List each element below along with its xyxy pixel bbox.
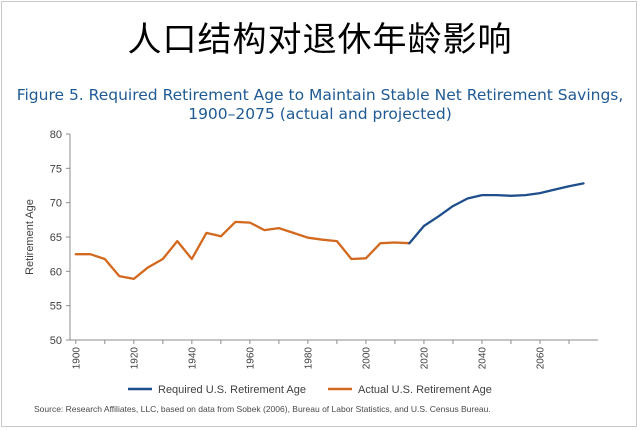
y-axis-label: Retirement Age	[24, 199, 36, 275]
x-tick-label: 1980	[303, 347, 314, 370]
figure-title-line-2: 1900–2075 (actual and projected)	[188, 105, 452, 123]
x-tick-label: 1900	[71, 347, 82, 370]
y-tick-label: 80	[50, 129, 62, 141]
y-tick-label: 50	[50, 335, 62, 347]
y-tick-label: 65	[50, 232, 62, 244]
x-tick-label: 1920	[129, 347, 140, 370]
legend: Required U.S. Retirement Age Actual U.S. …	[128, 384, 492, 396]
y-tick-label: 75	[50, 163, 62, 175]
source-note: Source: Research Affiliates, LLC, based …	[34, 404, 491, 414]
x-tick-label: 1960	[245, 347, 256, 370]
series-line-actual	[74, 220, 411, 281]
x-tick-label: 2020	[419, 347, 430, 370]
x-axis: 1900 1920 1940 1960 1980 2000 2020 2040 2060	[70, 339, 598, 370]
slide-title: 人口结构对退休年龄影响	[127, 20, 513, 60]
series-line-required	[408, 182, 585, 245]
y-tick-label: 55	[50, 301, 62, 313]
x-tick-label: 2060	[535, 347, 546, 370]
y-tick-label: 70	[50, 198, 62, 210]
x-tick-label: 2040	[477, 347, 488, 370]
legend-label-actual: Actual U.S. Retirement Age	[358, 384, 492, 396]
y-tick-label: 60	[50, 266, 62, 278]
series-layer	[74, 182, 585, 281]
y-axis: 50 55 60 65 70 75 80 Retirement Age	[24, 129, 71, 347]
figure-title: Figure 5. Required Retirement Age to Mai…	[0, 86, 640, 124]
x-tick-label: 1940	[187, 347, 198, 370]
legend-label-required: Required U.S. Retirement Age	[158, 384, 306, 396]
x-tick-label: 2000	[361, 347, 372, 370]
figure-title-line-1: Figure 5. Required Retirement Age to Mai…	[16, 86, 624, 104]
